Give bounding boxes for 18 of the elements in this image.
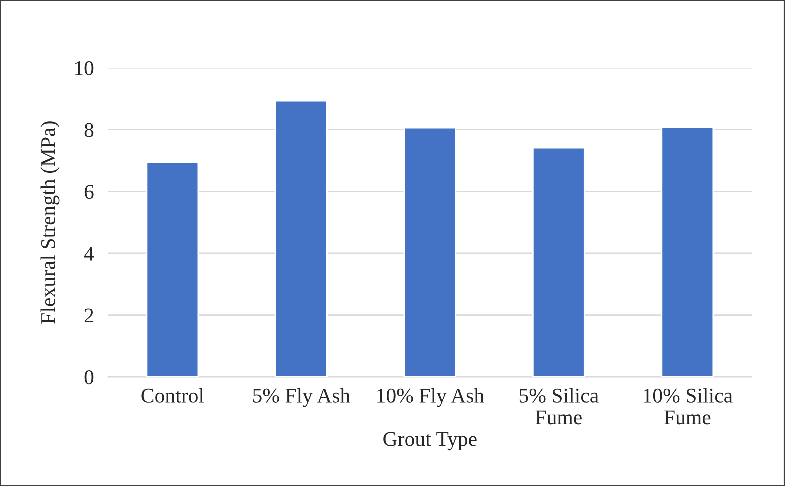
y-tick-label: 4 [84, 247, 94, 261]
y-tick-label: 10 [75, 61, 94, 76]
bar [661, 126, 714, 378]
y-tick-label: 8 [84, 123, 94, 138]
x-tick-label: 10% Fly Ash [378, 388, 484, 408]
y-tick-label: 0 [84, 370, 94, 385]
y-tick-label: 2 [84, 308, 94, 323]
x-axis-title: Grout Type [384, 432, 477, 451]
x-tick-label: 5% Fly Ash [253, 388, 350, 408]
y-tick-label: 6 [84, 185, 94, 200]
x-tick-label: 5% Silica Fume [520, 388, 599, 425]
x-tick-label: 10% Silica Fume [644, 388, 733, 425]
bar [146, 162, 200, 378]
x-tick-label: Control [142, 388, 204, 403]
bar [274, 100, 328, 378]
y-axis-title: Flexural Strength (MPa) [40, 122, 60, 324]
bar [532, 147, 586, 378]
bar [404, 127, 457, 378]
